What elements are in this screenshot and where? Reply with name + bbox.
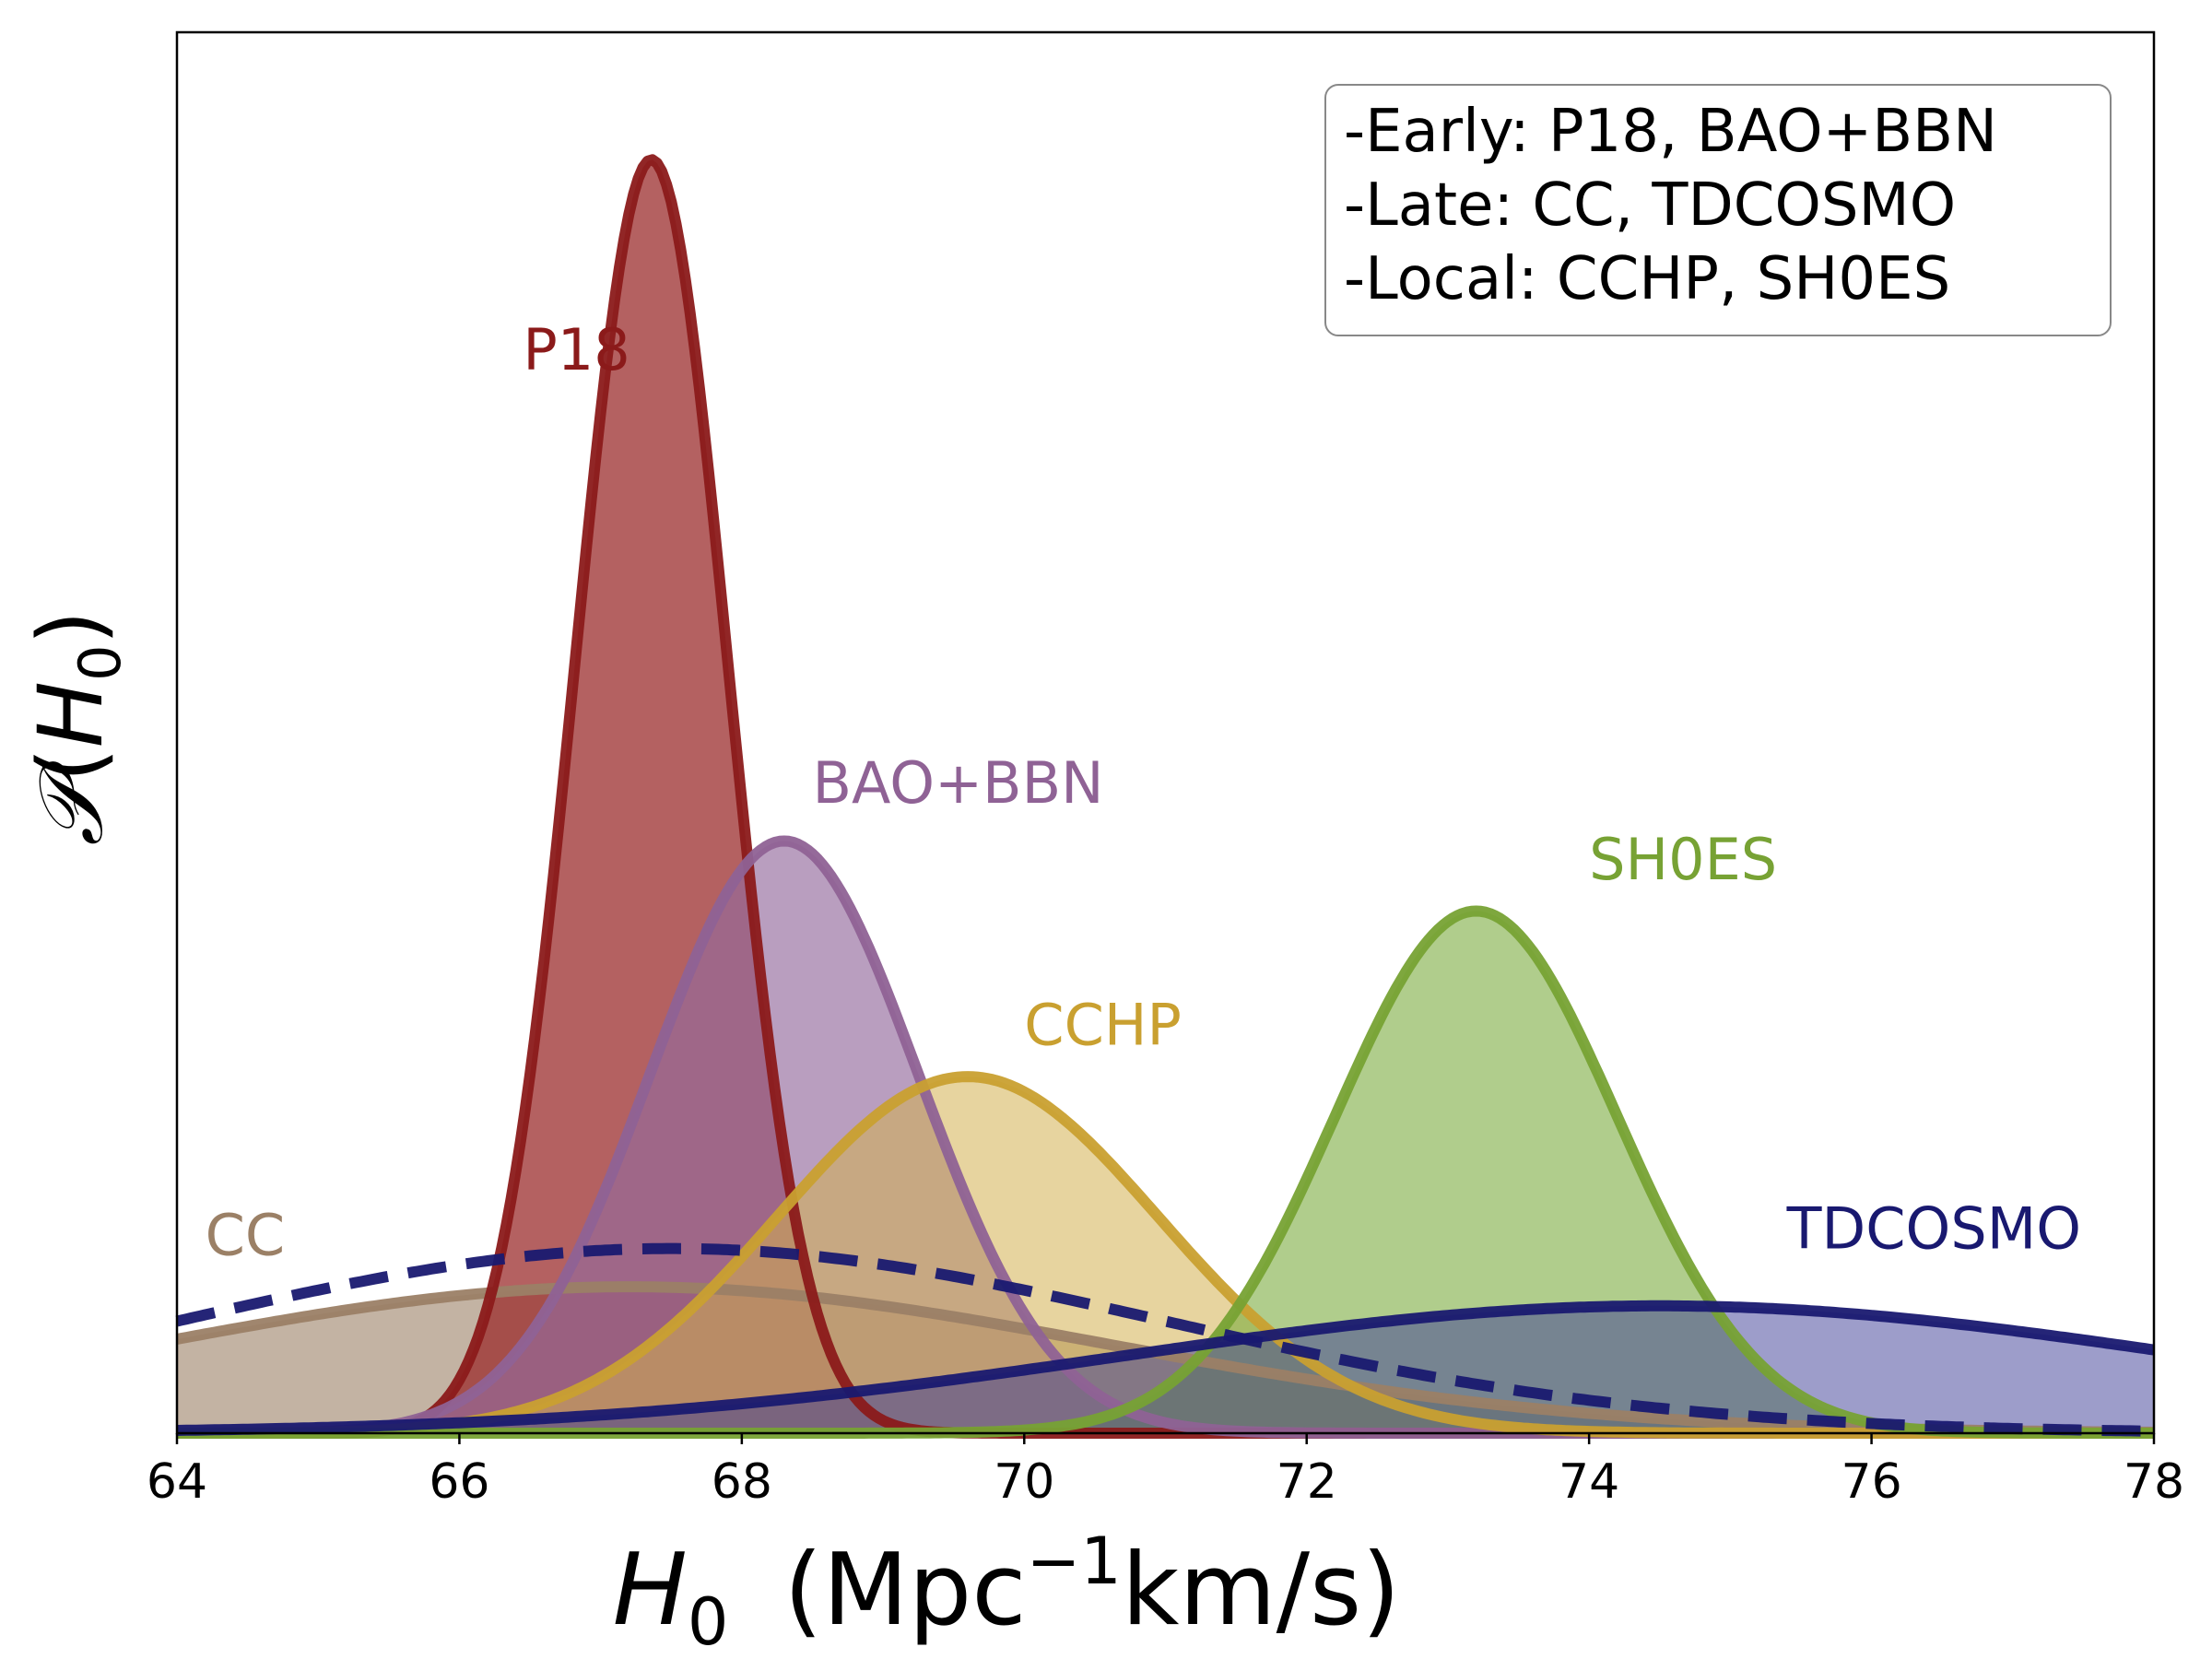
x-tick-label: 78 — [2124, 1454, 2184, 1510]
x-tick-label: 70 — [994, 1454, 1054, 1510]
label-cc: CC — [206, 1202, 286, 1269]
x-axis-sup: −1 — [1027, 1524, 1122, 1599]
legend-frame — [1324, 84, 2112, 336]
x-tick-label: 72 — [1277, 1454, 1337, 1510]
legend-line-local: -Local: CCHP, SH0ES — [1344, 245, 1950, 313]
tdcosmo-curve — [176, 1300, 2155, 1436]
x-axis-title: H0 (Mpc−1km/s) — [613, 1524, 1401, 1659]
x-tick-label: 74 — [1559, 1454, 1619, 1510]
y-axis-sub: 0 — [66, 645, 134, 681]
x-tick-label: 76 — [1841, 1454, 1901, 1510]
curve-labels: P18 BAO+BBN CCHP SH0ES CC TDCOSMO — [206, 316, 2081, 1268]
y-axis-title: 𝒫(H0) — [19, 610, 134, 846]
label-p18: P18 — [523, 316, 629, 383]
y-axis-close: ) — [19, 610, 123, 644]
series-6-curve — [175, 1242, 2155, 1437]
tdcosmo-fill — [177, 1305, 2154, 1433]
x-axis-unit2: km/s) — [1122, 1533, 1401, 1648]
label-tdcosmo: TDCOSMO — [1786, 1195, 2081, 1263]
legend-box: -Early: P18, BAO+BBN -Late: CC, TDCOSMO … — [1324, 84, 2112, 336]
label-sh0es: SH0ES — [1589, 826, 1777, 893]
x-axis-ticks: 64 66 68 70 72 74 76 78 — [147, 1433, 2184, 1510]
legend-line-early: -Early: P18, BAO+BBN — [1344, 98, 1997, 166]
x-tick-label: 68 — [712, 1454, 772, 1510]
y-axis-open: ( — [19, 747, 123, 782]
x-axis-var: H — [613, 1533, 688, 1648]
x-tick-label: 64 — [147, 1454, 207, 1510]
plot-frame — [175, 30, 2156, 1435]
label-bao-bbn: BAO+BBN — [812, 749, 1103, 817]
cchp-fill — [177, 1077, 2154, 1433]
x-axis-sub: 0 — [688, 1584, 729, 1659]
legend-line-late: -Late: CC, TDCOSMO — [1344, 171, 1956, 240]
x-axis-unit: (Mpc — [783, 1533, 1026, 1648]
x-tick-label: 66 — [429, 1454, 489, 1510]
y-axis-var: H — [19, 681, 123, 747]
label-cchp: CCHP — [1024, 992, 1182, 1059]
